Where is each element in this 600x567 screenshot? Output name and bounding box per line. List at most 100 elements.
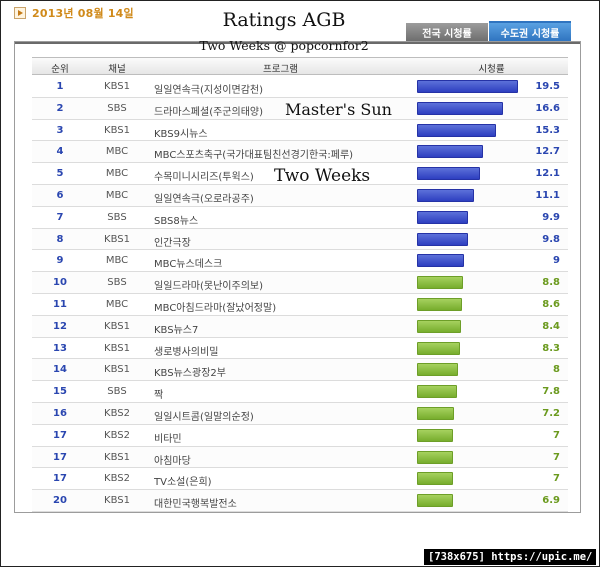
rank-cell: 11 xyxy=(53,299,67,310)
overlay-two-weeks: Two Weeks xyxy=(274,166,371,186)
channel-cell: KBS1 xyxy=(104,124,130,136)
tab-nationwide-label: 전국 시청률 xyxy=(422,28,472,40)
date-header: 2013년 08월 14일 xyxy=(14,5,134,21)
channel-cell: KBS1 xyxy=(104,233,130,245)
rank-cell: 12 xyxy=(53,320,67,332)
channel-cell: KBS2 xyxy=(104,429,130,441)
channel-cell: KBS1 xyxy=(104,364,130,376)
rank-cell: 1 xyxy=(56,81,64,92)
table-row: 11 MBC MBC아침드라마(잘났어정말) 8.6 xyxy=(32,294,568,316)
channel-cell: MBC xyxy=(105,299,129,310)
rating-value: 9.8 xyxy=(542,233,560,245)
rating-value: 7 xyxy=(553,451,560,463)
rank-cell: 5 xyxy=(56,168,64,180)
rank-cell: 15 xyxy=(53,386,67,398)
channel-cell: KBS1 xyxy=(104,320,130,332)
rating-bar xyxy=(417,80,518,93)
rank-cell: 4 xyxy=(56,146,64,158)
channel-cell: KBS1 xyxy=(104,451,130,463)
table-row: 17 KBS2 비타민 7 xyxy=(32,425,568,447)
table-row: 7 SBS SBS8뉴스 9.9 xyxy=(32,207,568,229)
overlay-title: Ratings AGB xyxy=(222,9,346,31)
program-cell: 생로병사의비밀 xyxy=(154,346,219,358)
table-row: 17 KBS1 아침마당 7 xyxy=(32,446,568,469)
header-program: 프로그램 xyxy=(263,64,298,75)
table-row: 4 MBC MBC스포츠축구(국가대표팀친선경기한국:페루) 12.7 xyxy=(32,141,568,164)
rank-cell: 16 xyxy=(53,408,67,419)
program-cell: 수목미니시리즈(투윅스) xyxy=(154,172,254,184)
program-cell: 짝 xyxy=(154,390,164,402)
rating-bar xyxy=(417,101,503,115)
overlay-subtitle: Two Weeks @ popcornfor2 xyxy=(199,38,369,53)
rank-cell: 9 xyxy=(56,255,64,267)
rating-bar xyxy=(417,276,463,290)
rank-cell: 10 xyxy=(53,277,67,289)
rank-cell: 3 xyxy=(56,124,64,136)
rating-value: 9 xyxy=(553,255,560,267)
program-cell: 일일연속극(오로라공주) xyxy=(154,194,254,205)
rating-bar xyxy=(417,210,468,224)
channel-cell: KBS2 xyxy=(104,473,130,485)
header-rating: 시청률 xyxy=(478,64,505,75)
rating-value: 7.8 xyxy=(542,386,560,398)
program-cell: 아침마당 xyxy=(154,455,191,467)
rank-cell: 17 xyxy=(53,473,67,485)
rating-value: 7.2 xyxy=(542,408,560,419)
tab-nationwide-ratings[interactable]: 전국 시청률 xyxy=(406,23,488,41)
rating-bar xyxy=(417,341,460,355)
rank-cell: 13 xyxy=(53,342,67,354)
program-cell: 일일드라마(못난이주의보) xyxy=(154,281,264,293)
program-cell: KBS뉴스광장2부 xyxy=(154,368,226,380)
date-arrow-icon[interactable] xyxy=(14,7,26,19)
rating-bar xyxy=(417,189,474,202)
rating-bar xyxy=(417,145,483,159)
rank-cell: 20 xyxy=(53,495,67,507)
table-row: 13 KBS1 생로병사의비밀 8.3 xyxy=(32,338,568,360)
rank-cell: 2 xyxy=(56,102,64,114)
rating-bar xyxy=(417,472,453,486)
rank-cell: 14 xyxy=(53,364,67,376)
rating-bar xyxy=(417,494,453,508)
channel-cell: SBS xyxy=(107,386,127,398)
program-cell: TV소설(은희) xyxy=(154,477,212,489)
program-cell: KBS뉴스7 xyxy=(154,324,199,336)
rating-value: 6.9 xyxy=(542,495,560,507)
rating-bar xyxy=(417,232,468,246)
program-cell: MBC뉴스데스크 xyxy=(154,259,223,271)
rating-value: 8.3 xyxy=(542,342,560,354)
table-row: 17 KBS2 TV소설(은희) 7 xyxy=(32,468,568,491)
table-row: 20 KBS1 대한민국행복발전소 6.9 xyxy=(32,490,568,512)
rank-cell: 6 xyxy=(56,190,64,201)
rating-bar xyxy=(417,428,453,442)
rating-bar xyxy=(417,319,461,333)
program-cell: 드라마스페셜(주군의태양) xyxy=(154,106,264,118)
table-row: 16 KBS2 일일시트콤(일말의순정) 7.2 xyxy=(32,403,568,425)
table-row: 9 MBC MBC뉴스데스크 9 xyxy=(32,250,568,273)
upic-watermark: [738x675] https://upic.me/ xyxy=(424,549,597,565)
rating-value: 8.6 xyxy=(542,299,560,310)
tab-capital-label: 수도권 시청률 xyxy=(500,28,560,40)
channel-cell: SBS xyxy=(107,102,127,114)
panel-top-border xyxy=(15,42,580,44)
program-cell: KBS9시뉴스 xyxy=(154,128,208,140)
table-row: 6 MBC 일일연속극(오로라공주) 11.1 xyxy=(32,185,568,207)
channel-cell: SBS xyxy=(107,211,127,223)
rank-cell: 8 xyxy=(56,233,64,245)
channel-cell: MBC xyxy=(105,190,129,201)
channel-cell: KBS1 xyxy=(104,342,130,354)
table-row: 15 SBS 짝 7.8 xyxy=(32,381,568,403)
overlay-masters-sun: Master's Sun xyxy=(285,100,392,119)
program-cell: 대한민국행복발전소 xyxy=(154,499,237,511)
channel-cell: KBS1 xyxy=(104,495,130,507)
rating-bar xyxy=(417,363,458,377)
rating-value: 12.1 xyxy=(535,168,560,180)
date-label: 2013년 08월 14일 xyxy=(32,7,134,20)
rating-value: 9.9 xyxy=(542,211,560,223)
table-row: 2 SBS 드라마스페셜(주군의태양) 16.6 xyxy=(32,97,568,120)
rating-value: 8.4 xyxy=(542,320,560,332)
program-cell: 비타민 xyxy=(154,433,182,445)
channel-cell: KBS1 xyxy=(104,81,130,92)
rating-bar xyxy=(417,407,454,420)
rating-bar xyxy=(417,167,480,181)
tab-capital-ratings[interactable]: 수도권 시청률 xyxy=(489,21,571,41)
